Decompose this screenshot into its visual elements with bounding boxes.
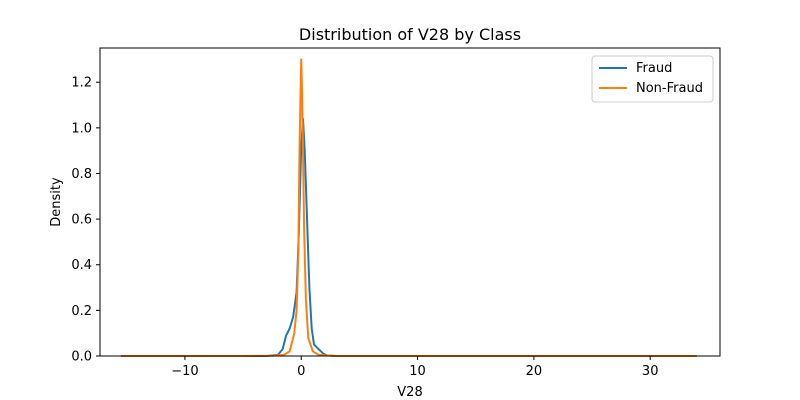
y-tick-label: 1.0 <box>71 121 92 136</box>
chart-title: Distribution of V28 by Class <box>299 25 521 44</box>
x-axis: −10 0 10 20 30 <box>171 356 658 379</box>
y-axis-title: Density <box>49 177 64 227</box>
legend-label-non-fraud: Non-Fraud <box>636 81 703 96</box>
plot-frame <box>99 47 721 357</box>
series-line-non-fraud <box>120 58 697 357</box>
x-tick-label: −10 <box>171 364 198 379</box>
y-tick-label: 0.4 <box>71 258 92 273</box>
x-tick-label: 0 <box>297 364 305 379</box>
plot-area <box>120 58 697 357</box>
x-tick-label: 30 <box>642 364 659 379</box>
y-tick-label: 0.6 <box>71 213 92 228</box>
series-line-fraud <box>120 117 697 357</box>
y-tick-label: 1.2 <box>71 76 92 91</box>
y-axis: 0.0 0.2 0.4 0.6 0.8 1.0 1.2 <box>71 76 100 365</box>
y-tick-label: 0.2 <box>71 304 92 319</box>
y-tick-label: 0.0 <box>71 350 92 365</box>
x-tick-label: 20 <box>526 364 543 379</box>
y-tick-label: 0.8 <box>71 167 92 182</box>
legend-label-fraud: Fraud <box>636 61 672 76</box>
x-tick-label: 10 <box>409 364 426 379</box>
x-axis-title: V28 <box>397 385 422 400</box>
legend: Fraud Non-Fraud <box>591 55 714 103</box>
